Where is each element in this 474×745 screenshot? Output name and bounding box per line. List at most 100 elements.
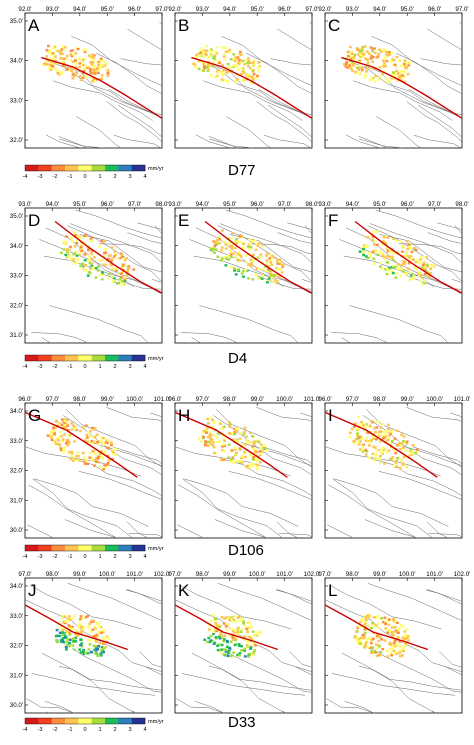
panel-letter: E: [178, 211, 189, 230]
velocity-point: [373, 263, 376, 265]
velocity-point: [70, 237, 73, 239]
velocity-point: [72, 460, 75, 462]
velocity-point: [52, 58, 55, 60]
colorbar-segment: [25, 545, 39, 551]
velocity-point: [77, 48, 80, 50]
velocity-point: [223, 59, 226, 61]
velocity-point: [73, 231, 76, 233]
velocity-point: [397, 637, 400, 639]
velocity-point: [395, 461, 398, 463]
velocity-point: [382, 447, 385, 449]
velocity-point: [243, 451, 246, 453]
velocity-point: [102, 443, 105, 445]
velocity-point: [121, 280, 124, 282]
velocity-point: [227, 255, 230, 257]
x-tick-label: 97.0': [278, 201, 291, 208]
velocity-point: [111, 275, 114, 277]
velocity-point: [409, 247, 412, 249]
velocity-point: [220, 459, 223, 461]
velocity-point: [229, 423, 232, 425]
velocity-point: [406, 248, 409, 250]
velocity-point: [63, 615, 66, 617]
velocity-point: [396, 430, 399, 432]
velocity-point: [222, 634, 225, 636]
velocity-point: [392, 238, 395, 240]
velocity-point: [87, 639, 90, 641]
velocity-point: [209, 437, 212, 439]
velocity-point: [268, 257, 271, 259]
velocity-point: [362, 53, 365, 55]
velocity-point: [362, 248, 365, 250]
velocity-point: [75, 240, 78, 242]
colorbar-segment: [105, 355, 119, 361]
velocity-point: [367, 625, 370, 627]
velocity-point: [400, 459, 403, 461]
velocity-point: [59, 57, 62, 59]
velocity-point: [243, 624, 246, 626]
velocity-point: [270, 264, 273, 266]
velocity-point: [98, 625, 101, 627]
velocity-point: [213, 434, 216, 436]
colorbar-unit: mm/yr: [148, 166, 164, 172]
colorbar-tick-label: 3: [128, 364, 131, 370]
colorbar-segment: [132, 545, 146, 551]
velocity-point: [235, 254, 238, 256]
velocity-point: [72, 640, 75, 642]
velocity-point: [364, 74, 367, 76]
y-tick-label: 31.0': [10, 672, 23, 679]
velocity-point: [253, 59, 256, 61]
velocity-point: [412, 444, 415, 446]
velocity-point: [261, 275, 264, 277]
velocity-point: [225, 72, 228, 74]
velocity-point: [402, 270, 405, 272]
velocity-point: [52, 65, 55, 67]
x-tick-label: 94.0': [196, 201, 209, 208]
velocity-point: [390, 644, 393, 646]
velocity-point: [359, 621, 362, 623]
velocity-point: [89, 70, 92, 72]
velocity-point: [385, 56, 388, 58]
velocity-point: [211, 419, 214, 421]
velocity-point: [217, 239, 220, 241]
velocity-point: [254, 274, 257, 276]
velocity-point: [380, 252, 383, 254]
colorbar-tick-label: -4: [23, 727, 28, 733]
velocity-point: [229, 647, 232, 649]
velocity-point: [384, 640, 387, 642]
velocity-point: [390, 431, 393, 433]
velocity-point: [390, 458, 393, 460]
velocity-point: [242, 276, 245, 278]
x-tick-label: 95.0': [223, 201, 236, 208]
velocity-point: [209, 433, 212, 435]
velocity-point: [77, 234, 80, 236]
velocity-point: [379, 262, 382, 264]
velocity-point: [86, 436, 89, 438]
velocity-point: [245, 261, 248, 263]
velocity-point: [266, 252, 269, 254]
velocity-point: [210, 620, 213, 622]
velocity-point: [50, 431, 53, 433]
velocity-point: [253, 63, 256, 65]
velocity-point: [78, 648, 81, 650]
velocity-point: [66, 248, 69, 250]
velocity-point: [256, 633, 259, 635]
velocity-point: [266, 281, 269, 283]
y-tick-label: 33.0': [10, 438, 23, 445]
velocity-point: [81, 267, 84, 269]
velocity-point: [223, 622, 226, 624]
velocity-point: [67, 439, 70, 441]
velocity-point: [259, 447, 262, 449]
velocity-point: [47, 435, 50, 437]
velocity-point: [380, 430, 383, 432]
velocity-point: [366, 236, 369, 238]
velocity-point: [240, 649, 243, 651]
velocity-point: [232, 636, 235, 638]
x-tick-label: 98.0': [373, 396, 386, 403]
velocity-point: [277, 263, 280, 265]
velocity-point: [231, 456, 234, 458]
velocity-point: [91, 263, 94, 265]
velocity-point: [371, 61, 374, 63]
velocity-point: [406, 62, 409, 64]
velocity-point: [400, 65, 403, 67]
velocity-point: [250, 626, 253, 628]
